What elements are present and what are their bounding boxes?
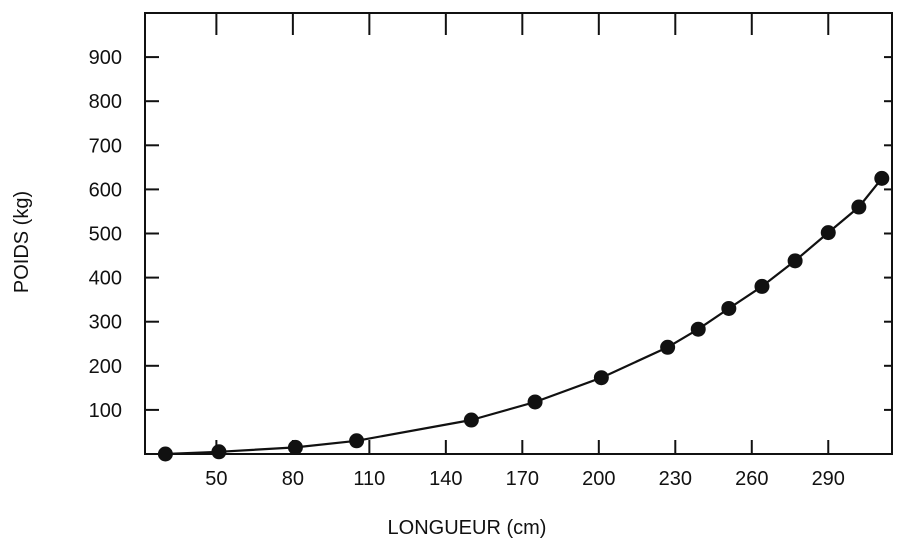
y-tick-label: 800 [89, 91, 122, 113]
x-axis-title: LONGUEUR (cm) [388, 517, 547, 538]
data-point [721, 300, 737, 316]
data-point [851, 199, 867, 215]
y-tick-label: 100 [89, 400, 122, 422]
x-tick-label: 200 [582, 468, 615, 490]
data-point [787, 253, 803, 269]
data-point [349, 433, 365, 449]
x-axis: 50 80 110 140 170 200 230 260 290 [205, 13, 845, 490]
data-point [287, 439, 303, 455]
series-layer [157, 170, 890, 462]
y-tick-label: 900 [89, 47, 122, 69]
y-axis-title: POIDS (kg) [11, 191, 33, 293]
data-point [463, 412, 479, 428]
y-tick-label: 600 [89, 179, 122, 201]
data-point [157, 446, 173, 462]
data-point [527, 394, 543, 410]
data-point [690, 321, 706, 337]
x-tick-label: 170 [506, 468, 539, 490]
data-point [660, 339, 676, 355]
data-point [874, 170, 890, 186]
plot-frame [144, 12, 893, 455]
data-point [754, 278, 770, 294]
y-axis: 100 200 300 400 500 600 700 800 900 [89, 47, 892, 422]
y-tick-label: 500 [89, 224, 122, 246]
series-line [165, 177, 883, 456]
x-tick-label: 290 [812, 468, 845, 490]
x-tick-label: 260 [735, 468, 768, 490]
y-tick-label: 700 [89, 135, 122, 157]
y-tick-label: 400 [89, 268, 122, 290]
data-point [593, 370, 609, 386]
x-tick-label: 50 [205, 468, 227, 490]
x-tick-label: 140 [429, 468, 462, 490]
y-tick-label: 300 [89, 312, 122, 334]
y-tick-label: 200 [89, 356, 122, 378]
x-tick-label: 80 [282, 468, 304, 490]
data-point [820, 225, 836, 241]
x-tick-label: 110 [353, 468, 385, 490]
x-tick-label: 230 [659, 468, 692, 490]
data-point [211, 444, 227, 460]
